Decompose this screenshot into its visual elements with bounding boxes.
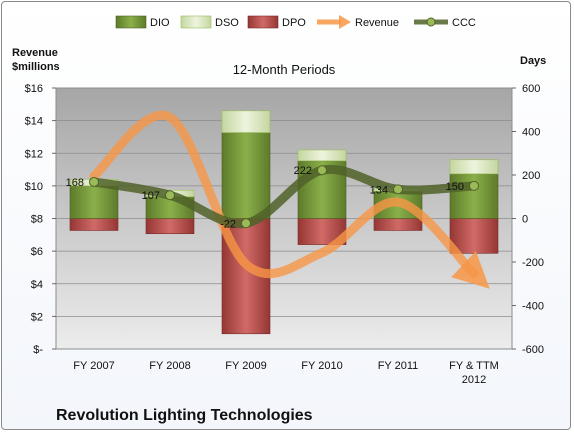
left-tick-label: $4 [31, 279, 43, 291]
right-tick-label: 200 [522, 170, 540, 182]
ccc-data-label: 107 [142, 190, 160, 202]
legend-label: CCC [452, 17, 476, 29]
x-tick-label: FY 2011 [378, 360, 419, 372]
x-tick-label: FY & TTM 2012 [449, 360, 499, 386]
right-tick-label: 600 [522, 83, 540, 95]
x-axis: FY 2007 FY 2008 FY 2009 FY 2010 FY 2011 FY & … [73, 360, 499, 386]
bar-dio [69, 185, 119, 219]
left-tick-label: $10 [25, 181, 43, 193]
ccc-data-label: 168 [66, 177, 84, 189]
legend-label: DPO [282, 17, 306, 29]
legend-arrow-icon [339, 15, 351, 29]
left-axis: $- $2 $4 $6 $8 $10 $12 $14 $16 [25, 83, 56, 356]
left-tick-label: $16 [25, 83, 43, 95]
ccc-data-label: -22 [220, 218, 236, 230]
left-tick-label: $2 [31, 311, 43, 323]
legend-item-dso: DSO [180, 15, 239, 29]
ccc-point [165, 190, 175, 201]
legend-label: DIO [150, 17, 170, 29]
ccc-labels: 168 107 -22 222 134 150 [66, 165, 464, 230]
legend-item-ccc: CCC [414, 17, 476, 29]
ccc-point [469, 180, 479, 191]
ccc-data-label: 150 [446, 181, 464, 193]
right-tick-label: -200 [522, 257, 544, 269]
bar-dio [221, 132, 271, 219]
left-tick-label: $8 [31, 214, 43, 226]
bar-dpo [449, 218, 499, 254]
legend-label: Revenue [355, 17, 399, 29]
revenue-line [89, 110, 490, 289]
left-tick-label: $6 [31, 246, 43, 258]
left-axis-title: Revenue $millions [12, 47, 61, 73]
x-tick-label: FY 2008 [149, 360, 190, 372]
bar-dso [449, 159, 499, 175]
ccc-point [89, 176, 99, 187]
right-tick-label: 0 [522, 214, 528, 226]
ccc-point [241, 218, 251, 229]
ccc-point [393, 184, 403, 195]
left-tick-label: $14 [25, 116, 43, 128]
chart-title: 12-Month Periods [233, 62, 336, 77]
bar-dpo [145, 218, 195, 235]
left-tick-label: $12 [25, 148, 43, 160]
right-tick-label: -400 [522, 301, 544, 313]
x-tick-label: FY 2010 [301, 360, 342, 372]
bar-dpo [69, 218, 119, 231]
legend-item-dio: DIO [115, 15, 170, 29]
ccc-data-label: 222 [294, 165, 312, 177]
legend-swatch [247, 15, 279, 29]
legend-label: DSO [215, 17, 239, 29]
ccc-line [89, 164, 479, 229]
legend-swatch [115, 15, 147, 29]
legend-item-dpo: DPO [247, 15, 306, 29]
left-tick-label: $- [33, 344, 43, 356]
x-tick-label: FY 2009 [225, 360, 266, 372]
legend-swatch [180, 15, 212, 29]
legend: DIO DSO DPO Revenue CCC [115, 15, 476, 29]
bar-dso [221, 110, 271, 133]
bar-dpo [373, 218, 423, 231]
right-axis: -600 -400 -200 0 200 400 600 [512, 83, 544, 356]
legend-item-revenue: Revenue [317, 15, 399, 29]
right-tick-label: -600 [522, 344, 544, 356]
ccc-point [317, 165, 327, 176]
ccc-data-label: 134 [370, 184, 388, 196]
x-tick-label: FY 2007 [73, 360, 114, 372]
revenue-series-line [89, 110, 490, 289]
right-axis-title: Days [520, 55, 546, 67]
bar-dso [297, 149, 347, 162]
company-name: Revolution Lighting Technologies [56, 407, 313, 424]
legend-marker [426, 17, 436, 27]
right-tick-label: 400 [522, 127, 540, 139]
